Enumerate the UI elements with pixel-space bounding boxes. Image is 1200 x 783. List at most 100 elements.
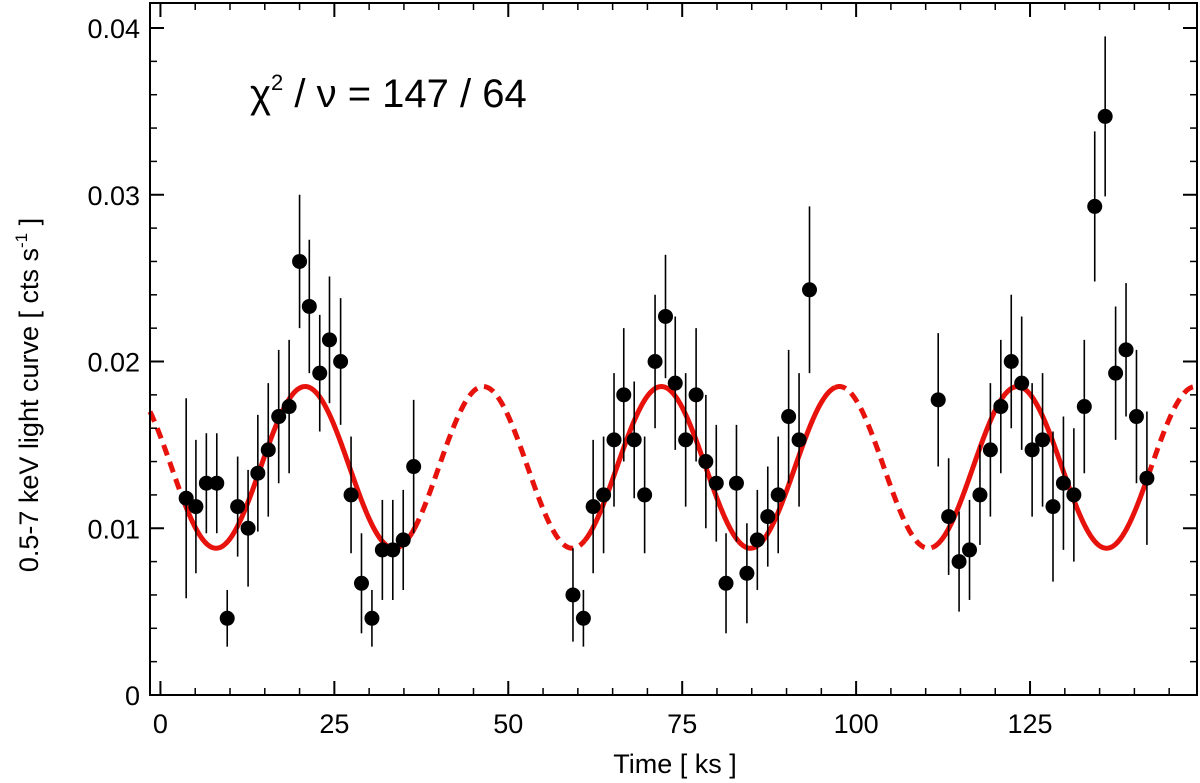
data-point xyxy=(250,414,266,532)
data-point xyxy=(575,589,591,647)
data-point xyxy=(1035,373,1051,507)
y-tick-label: 0.01 xyxy=(87,514,140,544)
model-solid-segment xyxy=(931,384,1151,551)
data-marker xyxy=(353,575,369,591)
data-point xyxy=(667,316,683,450)
data-marker xyxy=(281,399,297,415)
data-marker xyxy=(321,332,337,348)
data-point xyxy=(301,239,317,374)
data-point xyxy=(343,436,359,554)
data-point xyxy=(188,439,204,574)
data-marker xyxy=(791,432,807,448)
x-tick-label: 50 xyxy=(493,709,523,739)
data-marker xyxy=(1118,342,1134,358)
data-marker xyxy=(1139,470,1155,486)
data-marker xyxy=(770,487,786,503)
data-marker xyxy=(982,442,998,458)
data-marker xyxy=(1024,442,1040,458)
data-point xyxy=(178,398,194,599)
data-marker xyxy=(698,454,714,470)
data-marker xyxy=(364,610,380,626)
data-point xyxy=(374,499,390,600)
data-point xyxy=(1076,339,1092,474)
model-dashed-segment xyxy=(1145,384,1198,477)
data-marker xyxy=(951,554,967,570)
data-marker xyxy=(1055,475,1071,491)
data-marker xyxy=(718,575,734,591)
data-point xyxy=(718,533,734,634)
data-points-group xyxy=(178,36,1155,647)
data-marker xyxy=(271,409,287,425)
data-point xyxy=(395,489,411,590)
data-point xyxy=(1118,283,1134,417)
data-marker xyxy=(972,487,988,503)
data-point xyxy=(321,276,337,404)
y-axis-label-main: 0.5-7 keV light curve [ cts s xyxy=(14,248,44,572)
data-point xyxy=(260,383,276,517)
data-marker xyxy=(606,432,622,448)
data-point xyxy=(728,424,744,542)
data-marker xyxy=(209,475,225,491)
data-point xyxy=(1139,411,1155,545)
data-marker xyxy=(802,282,818,298)
data-point xyxy=(565,548,581,642)
data-point xyxy=(406,399,422,534)
data-point xyxy=(951,511,967,612)
data-marker xyxy=(575,610,591,626)
data-marker xyxy=(637,487,653,503)
data-point xyxy=(657,254,673,379)
data-marker xyxy=(188,499,204,515)
data-marker xyxy=(728,475,744,491)
y-axis-label: 0.5-7 keV light curve [ cts s-1 ] xyxy=(12,218,44,572)
data-marker xyxy=(1087,198,1103,214)
data-marker xyxy=(657,308,673,324)
data-marker xyxy=(962,542,978,558)
data-marker xyxy=(1076,399,1092,415)
data-marker xyxy=(781,409,797,425)
data-marker xyxy=(616,387,632,403)
data-point xyxy=(1055,416,1071,550)
model-solid-segment xyxy=(182,384,417,551)
data-point xyxy=(364,589,380,647)
x-tick-label: 100 xyxy=(834,709,879,739)
data-marker xyxy=(1097,108,1113,124)
data-point xyxy=(962,499,978,600)
data-marker xyxy=(678,432,694,448)
data-marker xyxy=(626,432,642,448)
data-marker xyxy=(1003,354,1019,370)
data-marker xyxy=(292,253,308,269)
data-marker xyxy=(250,465,266,481)
data-point xyxy=(739,523,755,624)
x-tick-label: 75 xyxy=(667,709,697,739)
data-marker xyxy=(198,475,214,491)
data-marker xyxy=(1035,432,1051,448)
data-marker xyxy=(993,399,1009,415)
data-point xyxy=(688,328,704,462)
data-marker xyxy=(565,587,581,603)
data-point xyxy=(626,381,642,499)
data-marker xyxy=(941,509,957,525)
data-point xyxy=(616,328,632,462)
y-axis-label-end: ] xyxy=(14,218,44,233)
data-point xyxy=(749,489,765,590)
data-point xyxy=(1128,349,1144,484)
data-marker xyxy=(301,298,317,314)
data-marker xyxy=(240,520,256,536)
data-marker xyxy=(1128,409,1144,425)
y-axis-label-exponent: -1 xyxy=(12,233,31,248)
data-point xyxy=(1087,131,1103,282)
data-point xyxy=(1108,306,1124,440)
data-point xyxy=(333,298,349,425)
model-dashed-segment xyxy=(412,384,587,551)
chi-square-value: / ν = 147 / 64 xyxy=(283,72,527,116)
data-point xyxy=(312,314,328,432)
plot-frame xyxy=(149,2,1198,696)
data-point xyxy=(698,394,714,529)
y-tick-label: 0.03 xyxy=(87,181,140,211)
data-marker xyxy=(647,354,663,370)
data-marker xyxy=(1045,499,1061,515)
data-marker xyxy=(333,354,349,370)
data-marker xyxy=(374,542,390,558)
data-marker xyxy=(585,499,601,515)
data-point xyxy=(972,444,988,545)
